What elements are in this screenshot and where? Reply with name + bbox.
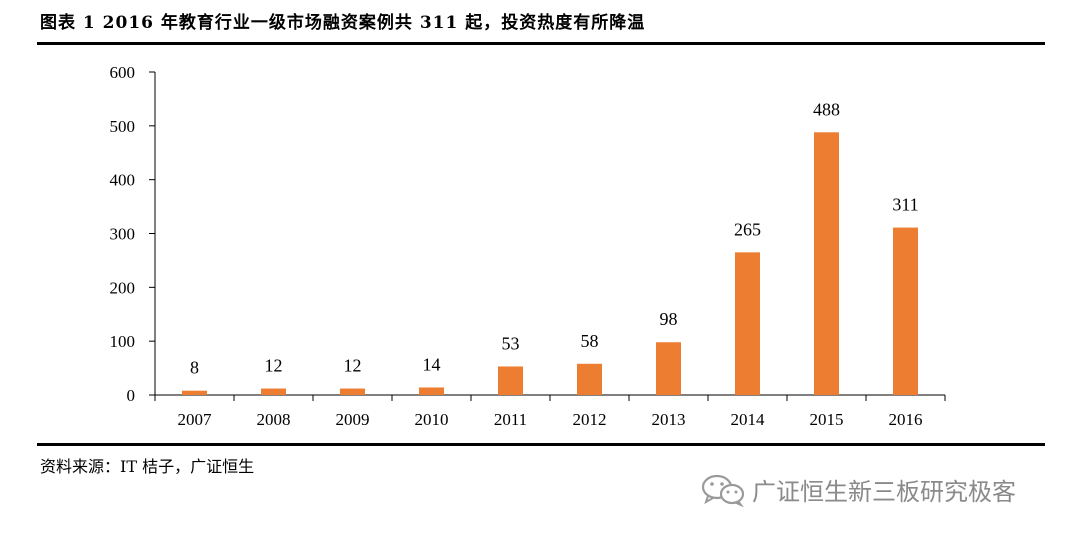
bar-2013 <box>656 342 681 395</box>
bar-2008 <box>261 388 286 395</box>
bar-2009 <box>340 388 365 395</box>
data-label-2008: 12 <box>265 356 283 376</box>
data-label-2016: 311 <box>892 195 918 215</box>
watermark-text: 广证恒生新三板研究极客 <box>752 478 1016 506</box>
chart-bars <box>182 132 918 395</box>
chart-labels: 2007 8 2008 12 2009 12 2010 14 2011 53 2012 58 2013 9… <box>178 99 923 429</box>
x-tick-label: 2014 <box>731 410 766 429</box>
bar-2012 <box>577 363 602 395</box>
y-tick-label: 600 <box>110 63 136 82</box>
data-label-2015: 488 <box>813 99 840 119</box>
chart-axes: 0 100 200 300 400 500 600 <box>110 63 946 405</box>
data-label-2012: 58 <box>581 331 599 351</box>
data-label-2014: 265 <box>734 219 761 239</box>
data-label-2011: 53 <box>502 333 520 353</box>
figure-caption: 图表 1 2016 年教育行业一级市场融资案例共 311 起，投资热度有所降温 <box>40 13 646 33</box>
y-tick-label: 300 <box>110 225 136 244</box>
x-tick-label: 2009 <box>336 410 370 429</box>
x-tick-label: 2015 <box>810 410 844 429</box>
bar-2015 <box>814 132 839 395</box>
data-label-2009: 12 <box>344 356 362 376</box>
bar-2014 <box>735 252 760 395</box>
bar-2007 <box>182 390 207 395</box>
x-tick-label: 2016 <box>889 410 923 429</box>
top-rule <box>37 42 1045 45</box>
bar-2010 <box>419 387 444 395</box>
y-tick-label: 100 <box>110 332 136 351</box>
bar-2016 <box>893 227 918 395</box>
data-label-2007: 8 <box>190 358 199 378</box>
data-label-2013: 98 <box>660 309 678 329</box>
x-tick-label: 2013 <box>652 410 686 429</box>
y-tick-label: 400 <box>110 171 136 190</box>
bottom-rule <box>37 443 1045 446</box>
x-tick-label: 2010 <box>415 410 449 429</box>
x-tick-label: 2008 <box>257 410 291 429</box>
y-tick-label: 500 <box>110 117 136 136</box>
y-tick-label: 0 <box>127 386 136 405</box>
watermark: 广证恒生新三板研究极客 <box>700 472 1016 507</box>
wechat-icon <box>701 474 745 507</box>
source-note: 资料来源：IT 桔子，广证恒生 <box>40 457 255 476</box>
x-tick-label: 2011 <box>494 410 527 429</box>
x-tick-label: 2007 <box>178 410 213 429</box>
data-label-2010: 14 <box>423 354 441 374</box>
y-tick-label: 200 <box>110 278 136 297</box>
x-tick-label: 2012 <box>573 410 607 429</box>
bar-2011 <box>498 366 523 395</box>
